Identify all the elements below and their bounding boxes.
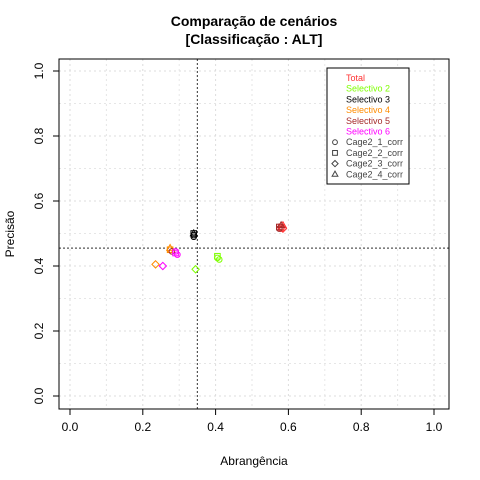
data-point bbox=[168, 248, 176, 255]
data-point bbox=[276, 220, 286, 229]
y-tick-label: 0.4 bbox=[32, 257, 46, 274]
legend-square-marker bbox=[332, 150, 338, 156]
legend-box bbox=[326, 67, 410, 185]
x-tick-label: 0.0 bbox=[62, 420, 79, 434]
data-point bbox=[172, 249, 179, 257]
y-tick-label: 0.2 bbox=[32, 322, 46, 339]
legend-shape-label: Cage2_1_corr bbox=[346, 137, 403, 147]
legend-shape-label: Cage2_4_corr bbox=[346, 169, 403, 179]
data-point bbox=[174, 251, 181, 258]
axis-ticks: 0.0 0.2 0.4 0.6 0.8 1.0 0.0 0.2 0.4 0.6 0.8 1.0 bbox=[32, 62, 443, 434]
x-tick-label: 0.8 bbox=[353, 420, 370, 434]
data-point bbox=[214, 252, 221, 260]
legend-series-label: Selectivo 5 bbox=[346, 116, 390, 126]
plot-border bbox=[58, 58, 450, 410]
reference-lines bbox=[59, 59, 449, 409]
data-point bbox=[189, 228, 198, 237]
legend-circle-marker bbox=[332, 139, 338, 146]
legend-series-label: Selectivo 2 bbox=[346, 84, 390, 94]
data-point bbox=[190, 233, 198, 241]
x-axis-label: Abrangência bbox=[220, 454, 288, 468]
legend-shape-label: Cage2_2_corr bbox=[346, 148, 403, 158]
data-points bbox=[151, 220, 288, 274]
chart-title-line2: [Classificação : ALT] bbox=[186, 31, 323, 47]
y-axis-label: Precisão bbox=[3, 210, 17, 257]
legend-series-label: Selectivo 4 bbox=[346, 105, 390, 115]
legend-shape-label: Cage2_3_corr bbox=[346, 159, 403, 169]
legend-series-label: Total bbox=[346, 73, 365, 83]
chart-title-line1: Comparação de cenários bbox=[171, 13, 338, 29]
data-point bbox=[165, 243, 175, 251]
x-tick-label: 0.6 bbox=[280, 420, 297, 434]
legend-diamond-marker bbox=[331, 159, 339, 168]
y-tick-label: 0.0 bbox=[32, 387, 46, 404]
x-tick-label: 0.2 bbox=[134, 420, 151, 434]
x-tick-label: 1.0 bbox=[426, 420, 443, 434]
legend-series-label: Selectivo 3 bbox=[346, 94, 390, 104]
data-point bbox=[215, 256, 223, 263]
y-tick-label: 1.0 bbox=[32, 62, 46, 79]
data-point bbox=[158, 261, 168, 271]
y-tick-label: 0.8 bbox=[32, 127, 46, 144]
y-tick-label: 0.6 bbox=[32, 192, 46, 209]
legend-series-label: Selectivo 6 bbox=[346, 127, 390, 137]
legend-triangle-marker bbox=[331, 170, 339, 177]
data-point bbox=[191, 264, 200, 274]
data-point bbox=[151, 260, 160, 269]
x-tick-label: 0.4 bbox=[207, 420, 224, 434]
